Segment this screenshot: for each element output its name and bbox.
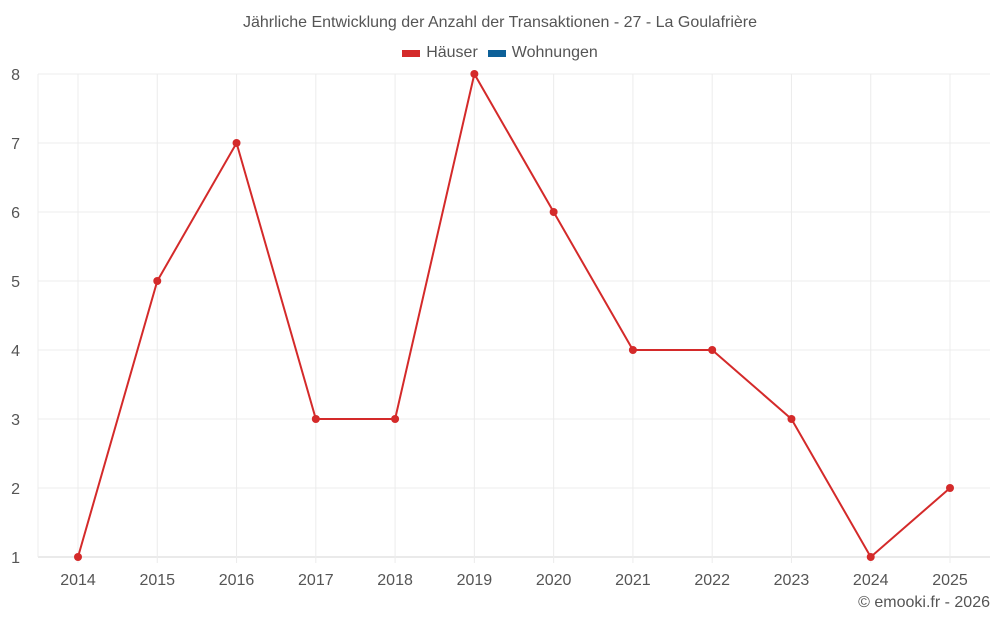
x-tick-label: 2024 (853, 572, 889, 589)
data-point (311, 415, 320, 423)
x-tick-label: 2014 (60, 572, 96, 589)
y-tick-label: 3 (11, 412, 20, 429)
y-tick-label: 5 (11, 274, 20, 291)
legend-item-haeuser[interactable]: Häuser (402, 44, 478, 62)
legend-label-haeuser: Häuser (426, 44, 478, 61)
data-point (866, 553, 875, 561)
data-point (946, 484, 954, 492)
data-point (549, 208, 558, 216)
y-tick-label: 2 (11, 481, 20, 498)
x-tick-label: 2019 (457, 572, 493, 589)
data-point (628, 346, 637, 354)
x-tick-label: 2015 (139, 572, 175, 589)
legend-item-wohnungen[interactable]: Wohnungen (487, 44, 598, 62)
data-point (232, 139, 241, 147)
data-point (74, 553, 82, 561)
x-tick-label: 2022 (694, 572, 730, 589)
data-point (470, 70, 479, 78)
legend-label-wohnungen: Wohnungen (511, 44, 598, 61)
data-point (391, 415, 400, 423)
x-tick-label: 2025 (932, 572, 968, 589)
chart-legend: Häuser Wohnungen (0, 44, 1000, 62)
x-tick-label: 2021 (615, 572, 651, 589)
x-tick-label: 2020 (536, 572, 572, 589)
legend-swatch-wohnungen (487, 49, 506, 57)
y-tick-label: 6 (11, 205, 20, 222)
x-tick-label: 2017 (298, 572, 334, 589)
y-tick-label: 1 (11, 550, 20, 567)
y-tick-label: 7 (11, 136, 20, 153)
data-point (153, 277, 162, 285)
legend-swatch-haeuser (402, 49, 421, 57)
y-tick-label: 8 (11, 67, 20, 84)
x-tick-label: 2023 (774, 572, 810, 589)
chart-title: Jährliche Entwicklung der Anzahl der Tra… (242, 14, 758, 31)
series-line (77, 71, 951, 559)
x-tick-label: 2018 (377, 572, 413, 589)
credit-text: © emooki.fr - 2026 (858, 594, 990, 611)
y-tick-label: 4 (11, 343, 20, 360)
x-tick-label: 2016 (219, 572, 255, 589)
data-point (787, 415, 796, 423)
data-point (708, 346, 717, 354)
